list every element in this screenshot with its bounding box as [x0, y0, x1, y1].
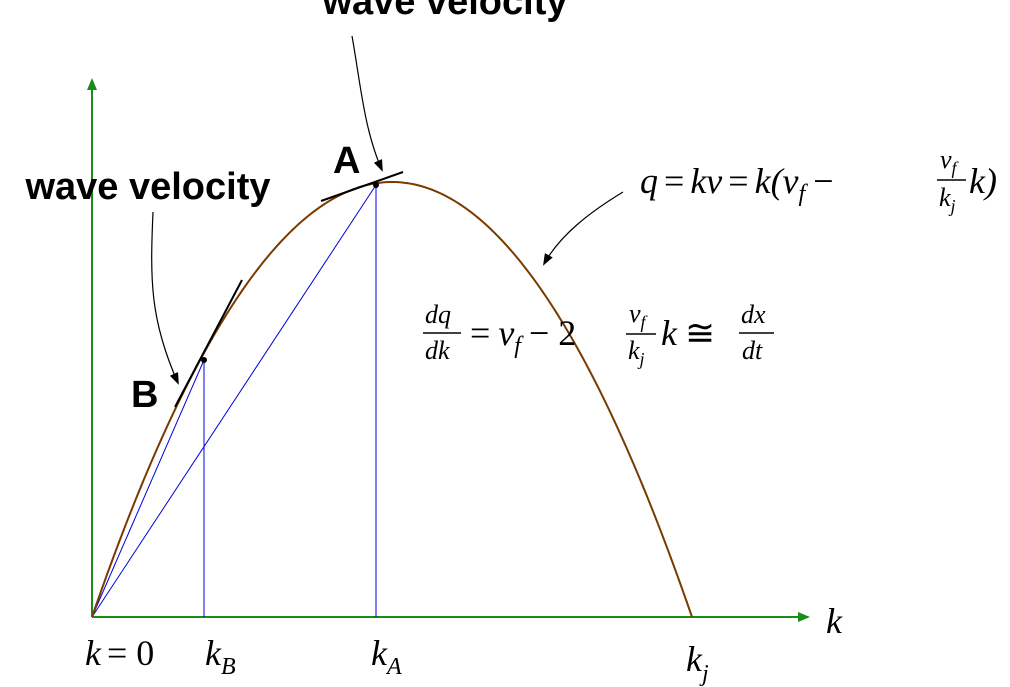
svg-text:vf: vf: [629, 299, 649, 332]
x-axis-label: k: [826, 601, 843, 641]
svg-text:dx: dx: [741, 300, 766, 329]
point-a-label: A: [333, 140, 360, 182]
pointer-arrow-equation: [543, 191, 624, 266]
tick-label-kb: kB: [205, 633, 236, 680]
tick-label-kj: kj: [686, 639, 709, 687]
chord-to-b: [91, 359, 205, 618]
svg-text:k≅: k ≅: [661, 313, 715, 353]
tick-label-ka: kA: [371, 633, 402, 680]
flow-equation: q = kv = k(vf − vf kj k): [640, 145, 997, 216]
wave-velocity-label-left: wave velocity: [24, 166, 270, 208]
derivative-equation: dq dk = vf − 2 vf kj k ≅ dx dt: [423, 299, 774, 369]
point-b-label: B: [131, 374, 158, 416]
svg-text:q=kv=k(vf−: q = kv = k(vf −: [640, 161, 834, 207]
tangent-line-a: [320, 171, 404, 202]
svg-text:dt: dt: [742, 336, 763, 365]
svg-text:kj: kj: [628, 336, 645, 369]
pointer-arrow-top: [351, 35, 383, 172]
wave-velocity-label-top: wave velocity: [321, 0, 567, 23]
svg-text:kj: kj: [939, 183, 956, 216]
tangent-line-b: [174, 279, 243, 408]
tick-label-k0: k = 0: [85, 633, 154, 673]
svg-text:vf: vf: [940, 145, 960, 178]
svg-text:k): k): [969, 161, 997, 201]
point-a-marker: [373, 182, 379, 188]
svg-text:=vf− 2: = vf − 2: [470, 313, 576, 359]
point-b-marker: [201, 357, 207, 363]
svg-text:dq: dq: [425, 300, 451, 329]
svg-text:dk: dk: [425, 336, 450, 365]
chord-to-a: [91, 184, 377, 618]
pointer-arrow-left: [151, 211, 179, 385]
flow-density-curve: [91, 180, 693, 618]
